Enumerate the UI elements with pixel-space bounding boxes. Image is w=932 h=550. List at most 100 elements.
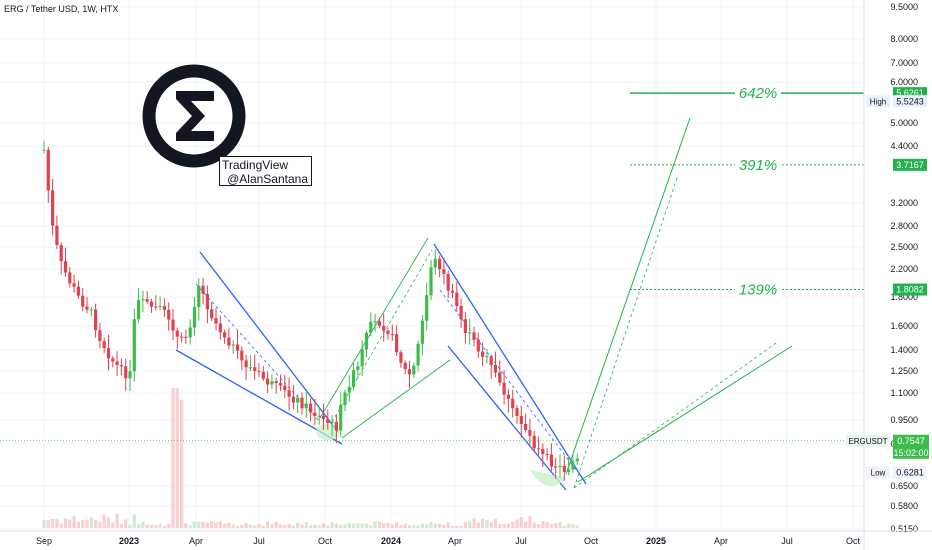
candle-body — [175, 330, 179, 337]
volume-bar — [102, 514, 106, 528]
volume-bar — [549, 524, 553, 528]
time-tick-label: Apr — [714, 536, 728, 546]
volume-bar — [334, 523, 338, 528]
volume-bar — [412, 525, 416, 528]
volume-bar — [46, 520, 50, 528]
volume-bar — [240, 524, 244, 528]
volume-bar — [192, 521, 197, 528]
candle-body — [257, 370, 261, 372]
time-axis[interactable]: Sep 2023 Apr Jul Oct 2024 Apr Jul Oct 2025 Apr Jul O… — [0, 530, 932, 546]
target-label-bg — [735, 84, 781, 103]
volume-bar — [261, 525, 265, 528]
candle-body — [536, 448, 541, 450]
symbol-tag: ERGUSDT — [848, 437, 887, 446]
volume-bar — [511, 521, 515, 528]
high-label: High — [870, 97, 886, 106]
time-tick-label: Oct — [318, 536, 333, 546]
candle-body — [51, 190, 55, 226]
candle-body — [132, 319, 136, 372]
candle-body — [141, 299, 145, 301]
price-axis[interactable]: 9.5000 8.0000 7.0000 6.0000 5.0000 4.4000 3.20… — [846, 0, 932, 550]
volume-bar — [180, 400, 184, 528]
candle-body — [261, 371, 265, 379]
bottom-zone-2 — [316, 424, 340, 440]
candle-body — [192, 306, 197, 328]
volume-bar — [85, 519, 89, 528]
volume-bar — [68, 519, 72, 528]
candle-body — [472, 332, 476, 340]
volume-bars — [42, 388, 579, 528]
low-label: Low — [871, 469, 886, 478]
target-price-label: 5.6261 — [896, 88, 924, 98]
time-tick-label: Jul — [515, 536, 527, 546]
candle-body — [511, 398, 515, 409]
volume-bar — [455, 525, 459, 528]
volume-bar — [210, 521, 214, 528]
candle-body — [287, 390, 291, 397]
volume-bar — [278, 524, 283, 528]
candle-body — [317, 415, 321, 417]
time-tick-label: Oct — [846, 536, 861, 546]
candle-body — [171, 319, 175, 331]
current-price: 0.7547 — [897, 436, 925, 446]
candle-body — [106, 348, 111, 359]
candle-body — [313, 412, 317, 417]
volume-bar — [360, 523, 364, 528]
volume-bar — [498, 523, 502, 528]
target-label-bg — [735, 280, 781, 299]
candle-body — [137, 300, 141, 320]
volume-bar — [481, 518, 485, 528]
volume-bar — [141, 521, 145, 528]
volume-bar — [94, 519, 98, 528]
watermark-box: TradingView @AlanSantana — [219, 156, 312, 186]
volume-bar — [433, 523, 437, 528]
candle-body — [180, 336, 184, 338]
candle-body — [498, 372, 502, 383]
volume-bar — [72, 515, 76, 528]
candle-body — [407, 369, 412, 375]
candle-body — [326, 419, 330, 423]
candle-body — [554, 466, 558, 468]
volume-bar — [420, 523, 424, 528]
candle-body — [89, 309, 93, 311]
target-price-label: 1.8082 — [896, 285, 924, 295]
time-tick-label: Oct — [584, 536, 599, 546]
volume-bar — [554, 523, 558, 528]
price-tick-label: 1.1000 — [890, 388, 918, 398]
price-tick-label: 1.2500 — [890, 366, 918, 376]
volume-bar — [162, 525, 166, 528]
current-price-bg — [893, 434, 929, 459]
volume-bar — [154, 525, 158, 528]
price-tick-label: 0.9500 — [890, 415, 918, 425]
candle-body — [300, 397, 304, 409]
candle-body — [524, 424, 528, 431]
sigma-icon — [142, 64, 246, 168]
volume-bar — [119, 523, 123, 528]
volume-bar — [382, 523, 386, 528]
low-label-bg — [866, 466, 890, 479]
volume-bar — [395, 522, 399, 528]
candle-body — [63, 261, 68, 273]
pattern-lines — [175, 117, 793, 491]
target-price-tag — [893, 283, 927, 296]
volume-bar — [347, 523, 351, 528]
volume-bar — [248, 524, 252, 528]
price-tick-label: 7.0000 — [890, 58, 918, 68]
price-tick-label: 2.8000 — [890, 221, 918, 231]
volume-bar — [571, 524, 575, 528]
volume-bar — [519, 516, 523, 528]
volume-bar — [257, 523, 261, 528]
candle-body — [223, 332, 227, 338]
volume-bar — [425, 524, 429, 528]
candle-body — [433, 258, 437, 268]
price-tick-label: 6.0000 — [890, 77, 918, 87]
channel-upper — [319, 237, 429, 419]
target-price-tag — [893, 158, 927, 171]
candle-body — [201, 285, 205, 294]
candle-body — [558, 465, 562, 467]
candle-body — [218, 323, 222, 333]
target-percent-label: 391% — [739, 157, 777, 174]
candle-body — [154, 306, 158, 308]
